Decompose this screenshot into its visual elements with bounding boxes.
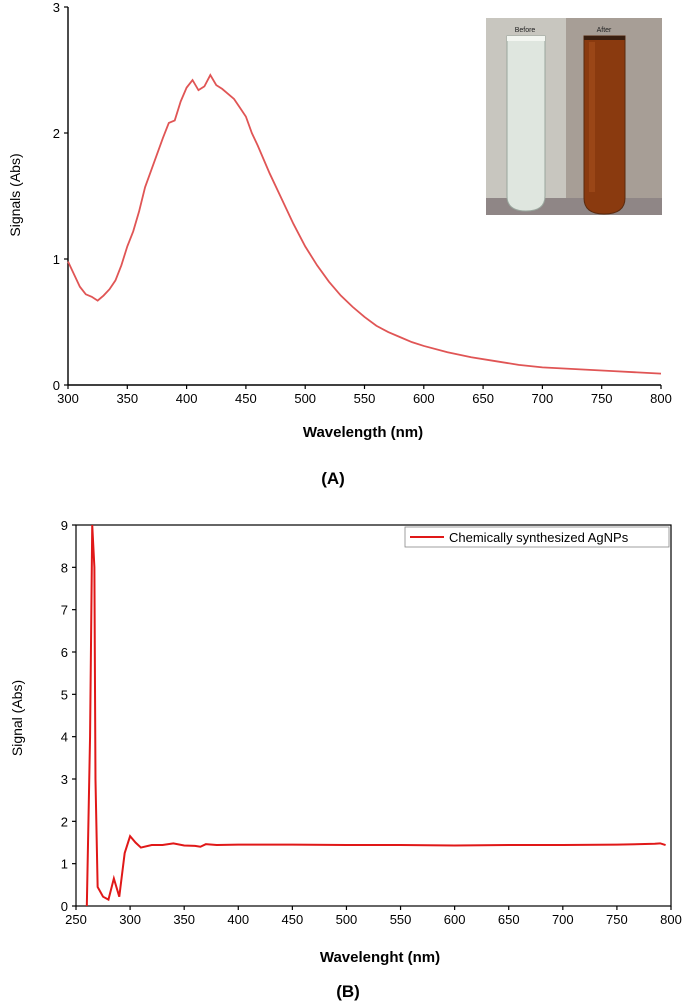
chart-a-x-tick-label: 800 — [650, 391, 672, 406]
chart-a-x-tick-label: 400 — [176, 391, 198, 406]
chart-a-x-tick-label: 700 — [532, 391, 554, 406]
chart-a-y-tick-label: 1 — [53, 252, 60, 267]
chart-b-x-tick-label: 300 — [119, 912, 141, 927]
chart-b-y-tick-label: 7 — [61, 603, 68, 618]
chart-a-x-tick-label: 350 — [116, 391, 138, 406]
chart-a-y-axis-title: Signals (Abs) — [7, 153, 23, 236]
chart-b-y-axis-title: Signal (Abs) — [9, 680, 25, 756]
chart-b-y-tick-label: 6 — [61, 645, 68, 660]
inset-before-label: Before — [515, 27, 536, 34]
inset-after-label: After — [597, 27, 612, 34]
chart-b-y-tick-label: 9 — [61, 518, 68, 533]
chart-b-legend-label: Chemically synthesized AgNPs — [449, 530, 629, 545]
chart-b-x-tick-label: 550 — [390, 912, 412, 927]
chart-b-x-tick-label: 750 — [606, 912, 628, 927]
chart-b-x-tick-label: 800 — [660, 912, 682, 927]
chart-a-ticks: 300 350 400 450 500 550 600 650 700 750 800 0 1 2 3 — [53, 0, 672, 406]
chart-b-y-tick-label: 2 — [61, 814, 68, 829]
chart-a: 300 350 400 450 500 550 600 650 700 750 800 0 1 2 3 Si… — [7, 0, 672, 488]
chart-b-axes — [75, 524, 672, 907]
chart-b-x-tick-label: 250 — [65, 912, 87, 927]
chart-a-x-tick-label: 300 — [57, 391, 79, 406]
chart-b-y-tick-label: 5 — [61, 687, 68, 702]
test-tube-before-rim — [507, 36, 545, 41]
chart-b-x-tick-label: 350 — [173, 912, 195, 927]
chart-b: 250 300 350 400 450 500 550 600 650 700 750 800 0 1 2 3… — [9, 518, 682, 1001]
test-tube-after-rim — [584, 36, 625, 40]
chart-b-x-tick-label: 500 — [336, 912, 358, 927]
test-tube-before — [506, 35, 546, 212]
chart-b-y-tick-label: 4 — [61, 730, 68, 745]
chart-b-x-tick-label: 400 — [227, 912, 249, 927]
chart-a-x-axis-title: Wavelength (nm) — [303, 424, 423, 441]
chart-a-y-tick-label: 0 — [53, 378, 60, 393]
chart-b-y-tick-label: 1 — [61, 857, 68, 872]
chart-b-legend-box — [404, 526, 670, 548]
chart-a-x-tick-label: 500 — [294, 391, 316, 406]
chart-a-x-tick-label: 650 — [472, 391, 494, 406]
chart-b-x-tick-label: 450 — [282, 912, 304, 927]
chart-a-x-tick-label: 550 — [354, 391, 376, 406]
chart-b-plot-frame — [75, 524, 672, 907]
chart-b-series-line — [85, 524, 666, 907]
chart-a-x-tick-label: 450 — [235, 391, 257, 406]
chart-b-x-tick-label: 650 — [498, 912, 520, 927]
chart-a-x-tick-label: 600 — [413, 391, 435, 406]
chart-a-panel-label: (A) — [321, 469, 345, 488]
chart-b-x-tick-label: 600 — [444, 912, 466, 927]
chart-a-y-tick-label: 3 — [53, 0, 60, 15]
chart-a-series-line — [67, 73, 662, 375]
chart-b-y-tick-label: 8 — [61, 560, 68, 575]
chart-b-ticks: 250 300 350 400 450 500 550 600 650 700 750 800 0 1 2 3… — [61, 518, 682, 927]
chart-a-inset-photo: Before After — [486, 18, 662, 215]
chart-a-x-tick-label: 750 — [591, 391, 613, 406]
chart-b-legend: Chemically synthesized AgNPs — [404, 526, 670, 548]
chart-b-y-tick-label: 3 — [61, 772, 68, 787]
chart-b-y-tick-label: 0 — [61, 899, 68, 914]
chart-b-x-tick-label: 700 — [552, 912, 574, 927]
test-tube-after-highlight — [589, 42, 595, 192]
chart-a-y-tick-label: 2 — [53, 126, 60, 141]
chart-b-panel-label: (B) — [336, 982, 360, 1001]
chart-b-x-axis-title: Wavelenght (nm) — [320, 949, 440, 966]
